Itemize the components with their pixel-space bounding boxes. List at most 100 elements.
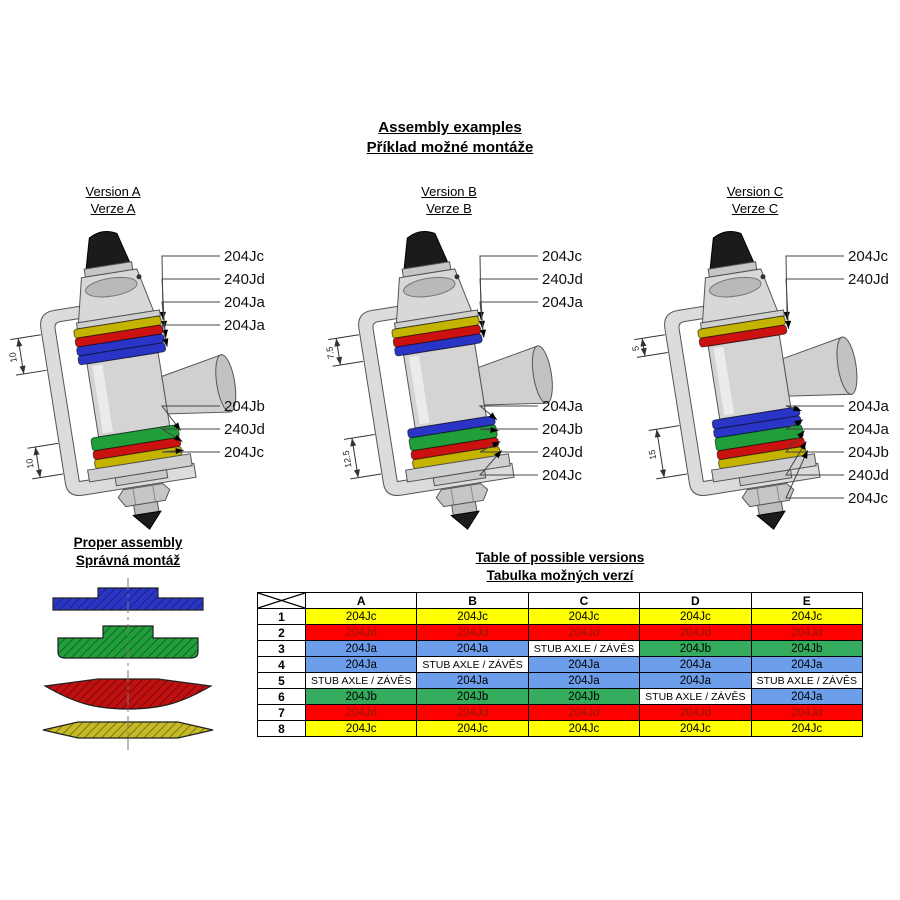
arrowhead [801, 450, 808, 459]
nut-facet [132, 488, 137, 506]
arrowhead [785, 320, 792, 329]
washer-ring [77, 342, 167, 366]
table-cell: 204Jd [304, 704, 418, 722]
versions-table-heading-cs: Tabulka možných verzí [486, 568, 634, 584]
table-row: 6 204Jb 204Jb 204Jb STUB AXLE / ZÁVĚS 204Ja [257, 688, 864, 706]
table-cell: 204Jd [527, 624, 641, 642]
leader-line [784, 430, 844, 453]
arrowhead [640, 338, 647, 347]
leader-line [161, 324, 220, 347]
dimension-value: 10 [24, 458, 35, 469]
version-c-heading: Version C Verze C [670, 184, 840, 218]
table-cell: STUB AXLE / ZÁVĚS [750, 672, 864, 690]
arrowhead [350, 438, 357, 447]
dimension-value: 10 [8, 352, 19, 363]
version-c-section: Version C Verze C 5 15 204Jc 240Jd 204Ja 204J… [622, 180, 900, 540]
flange-step [114, 469, 169, 487]
washer-stack-drawing [42, 578, 214, 751]
dim-ext-line [656, 473, 688, 480]
dim-line [656, 429, 665, 478]
stub-axle-bracket [664, 303, 821, 496]
arrowhead [477, 311, 484, 320]
part-label: 240Jd [848, 271, 889, 288]
version-a-heading-cs: Verze A [90, 200, 136, 216]
table-row-number: 1 [257, 608, 306, 626]
table-row: 7 204Jd 204Jd 204Jd 204Jd 204Jd [257, 704, 864, 722]
version-a-section: Version A Verze A 10 10 204Jc 240Jd 204Ja 204… [0, 180, 310, 540]
table-cell: 204Ja [750, 656, 864, 674]
part-label: 204Jb [848, 444, 889, 461]
dim-ext-line [32, 473, 64, 480]
versions-table: A B C D E 1 204Jc 204Jc 204Jc 204Jc 204Jc 2 204Jd 204… [257, 592, 864, 738]
housing-pin [760, 274, 766, 280]
part-label: 204Jc [848, 490, 889, 507]
arrowhead [19, 365, 26, 374]
table-row-number: 8 [257, 720, 306, 738]
arrowhead [36, 469, 42, 478]
dimension-value: 15 [647, 449, 658, 460]
arrowhead [33, 447, 40, 456]
table-cell: 204Ja [304, 640, 418, 658]
dim-ext-line [328, 334, 359, 341]
hex-nut [117, 483, 171, 508]
housing-dome [403, 276, 456, 298]
arrowhead [797, 430, 805, 439]
version-b-section: Version B Verze B 7.5 12.5 204Jc 240Jd 204Ja… [312, 180, 622, 540]
leader-line [785, 255, 844, 321]
table-cell: STUB AXLE / ZÁVĚS [639, 688, 752, 706]
table-cell: 204Jc [304, 720, 418, 738]
version-b-heading: Version B Verze B [364, 184, 534, 218]
table-cell: STUB AXLE / ZÁVĚS [416, 656, 529, 674]
dim-ext-line [343, 434, 375, 440]
part-label: 240Jd [224, 271, 265, 288]
table-cell: 204Jd [416, 624, 529, 642]
arrowhead [494, 450, 502, 459]
side-boss-face [215, 354, 237, 413]
versions-table-heading-en: Table of possible versions [475, 550, 645, 565]
dim-ext-line [27, 442, 59, 449]
table-cell: 204Ja [527, 672, 641, 690]
table-cell: 204Ja [304, 656, 418, 674]
table-cell: 204Jb [527, 688, 641, 706]
stub-axle-bracket [40, 303, 197, 496]
table-cell: 204Jd [750, 624, 864, 642]
table-cell: 204Jc [750, 720, 864, 738]
table-row: 3 204Ja 204Ja STUB AXLE / ZÁVĚS 204Jb 204Jb [257, 640, 864, 658]
table-cell: 204Jc [416, 608, 529, 626]
rubber-boot [85, 231, 131, 270]
stud-tip [450, 510, 480, 530]
arrowhead [354, 469, 360, 478]
table-cell: 204Ja [527, 656, 641, 674]
page-title-en: Assembly examples [378, 119, 522, 136]
version-c-heading-cs: Verze C [731, 200, 779, 216]
leader-line [785, 441, 844, 476]
table-cell: 204Jc [304, 608, 418, 626]
table-row-number: 2 [257, 624, 306, 642]
table-cell: 204Jb [304, 688, 418, 706]
joint-body-highlight [92, 364, 113, 434]
table-cell: 204Jd [750, 704, 864, 722]
version-c-drawing: 5 15 204Jc 240Jd 204Ja 204Ja 204Jb 240Jd 204Jc [632, 231, 890, 530]
page-title: Assembly examples Příklad možné montáže [0, 118, 900, 159]
part-label: 240Jd [224, 421, 265, 438]
housing-pin [136, 274, 142, 280]
arrowhead [792, 405, 802, 412]
washer-yellow-hatch [43, 722, 213, 739]
part-label: 204Jc [848, 248, 889, 265]
part-label: 204Jc [224, 248, 265, 265]
part-label: 204Jb [542, 421, 583, 438]
corner-diagonal [258, 593, 305, 608]
arrowhead [162, 338, 169, 347]
washer-blue-hatch [53, 588, 203, 611]
dim-ext-line [15, 369, 47, 376]
arrowhead [799, 441, 807, 450]
housing-pin [454, 274, 460, 280]
table-cell: 204Jc [639, 720, 752, 738]
dim-ext-line [634, 334, 665, 341]
table-column-header-d: D [639, 592, 752, 610]
rubber-boot [403, 231, 449, 270]
washer-ring [394, 333, 483, 357]
part-label: 240Jd [848, 467, 889, 484]
table-cell: 204Jc [416, 720, 529, 738]
arrowhead [660, 469, 666, 478]
